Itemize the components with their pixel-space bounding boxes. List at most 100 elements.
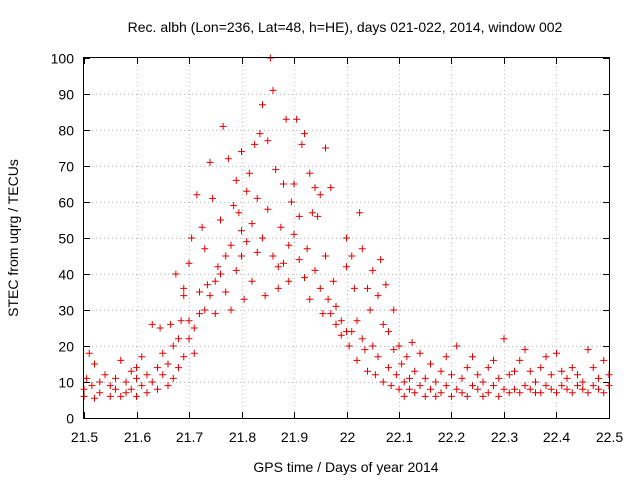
data-point [235, 209, 243, 217]
x-tick-label: 21.8 [229, 429, 256, 445]
data-point [238, 252, 245, 260]
data-point [261, 292, 269, 300]
data-point [458, 374, 466, 382]
y-axis: 0 10 20 30 40 50 60 70 80 90 100 [51, 51, 609, 427]
data-point [209, 194, 217, 202]
data-point [558, 367, 566, 375]
data-point [332, 302, 340, 310]
x-tick-label: 21.9 [281, 429, 308, 445]
data-point [595, 385, 602, 393]
data-point [579, 385, 587, 393]
data-point [133, 374, 140, 382]
data-point [495, 392, 503, 400]
data-point [256, 130, 264, 138]
data-point [280, 259, 287, 267]
y-tick-label: 10 [58, 375, 74, 391]
data-point [196, 288, 203, 296]
data-point [479, 392, 487, 400]
x-tick-label: 21.6 [124, 429, 151, 445]
data-point [484, 364, 492, 372]
data-point [469, 382, 476, 390]
data-point [421, 392, 429, 400]
data-point [85, 349, 93, 357]
data-point [484, 389, 492, 397]
data-point [311, 266, 319, 274]
data-point [138, 353, 146, 361]
data-point [293, 115, 301, 123]
data-point [589, 382, 597, 390]
data-point [91, 360, 98, 368]
data-point [269, 86, 277, 94]
data-point [369, 266, 377, 274]
data-point [411, 367, 419, 375]
data-point [327, 184, 335, 192]
data-point [269, 252, 277, 260]
data-point [83, 374, 91, 382]
data-point [117, 356, 125, 364]
y-tick-label: 30 [58, 303, 74, 319]
data-point [558, 382, 566, 390]
data-point [280, 180, 287, 188]
data-point [148, 320, 156, 328]
data-point [600, 356, 608, 364]
data-point [495, 374, 503, 382]
data-point [243, 238, 251, 246]
y-tick-label: 90 [58, 87, 74, 103]
data-point [479, 378, 487, 386]
data-point [356, 209, 364, 217]
data-point [553, 349, 560, 357]
data-point [350, 284, 358, 292]
data-point [295, 212, 303, 220]
data-point [211, 310, 219, 318]
data-point [106, 392, 114, 400]
data-point [316, 191, 324, 199]
chart-title: Rec. albh (Lon=236, Lat=48, h=HE), days … [128, 19, 563, 35]
data-point [222, 252, 230, 260]
data-point [287, 198, 295, 206]
data-point [180, 353, 188, 361]
data-point [240, 295, 248, 303]
x-tick-label: 22.2 [438, 429, 465, 445]
data-point [379, 378, 387, 386]
data-point [395, 385, 403, 393]
data-point [154, 385, 161, 393]
data-point [595, 374, 602, 382]
data-point [217, 270, 224, 278]
data-point [133, 364, 140, 372]
data-point [448, 371, 455, 379]
data-point [505, 389, 513, 397]
data-point [224, 155, 232, 163]
x-tick-label: 21.5 [71, 429, 98, 445]
data-point [272, 166, 280, 174]
data-point [458, 389, 466, 397]
data-point [175, 364, 182, 372]
data-point [164, 382, 172, 390]
data-point [442, 353, 450, 361]
x-axis: 21.5 21.6 21.7 21.8 21.9 22 22.1 22.2 22.3 22.4 22… [71, 58, 623, 445]
data-point [390, 346, 398, 354]
data-point [190, 324, 198, 332]
data-point [437, 389, 445, 397]
data-point [180, 292, 188, 300]
data-point [169, 342, 177, 350]
y-tick-label: 40 [58, 267, 74, 283]
data-point [400, 392, 408, 400]
data-point [201, 306, 209, 314]
data-point [211, 277, 219, 285]
data-point [306, 295, 314, 303]
data-point [203, 281, 211, 289]
data-point [88, 382, 96, 390]
x-tick-label: 22.1 [386, 429, 413, 445]
data-point [122, 378, 130, 386]
data-point [542, 382, 550, 390]
data-point [463, 392, 471, 400]
data-point [411, 389, 419, 397]
y-tick-label: 60 [58, 195, 74, 211]
data-point [343, 234, 350, 242]
data-point [96, 378, 104, 386]
data-point [172, 270, 180, 278]
data-point [392, 371, 400, 379]
data-point [274, 284, 282, 292]
data-point [385, 328, 392, 336]
data-point [306, 169, 314, 177]
